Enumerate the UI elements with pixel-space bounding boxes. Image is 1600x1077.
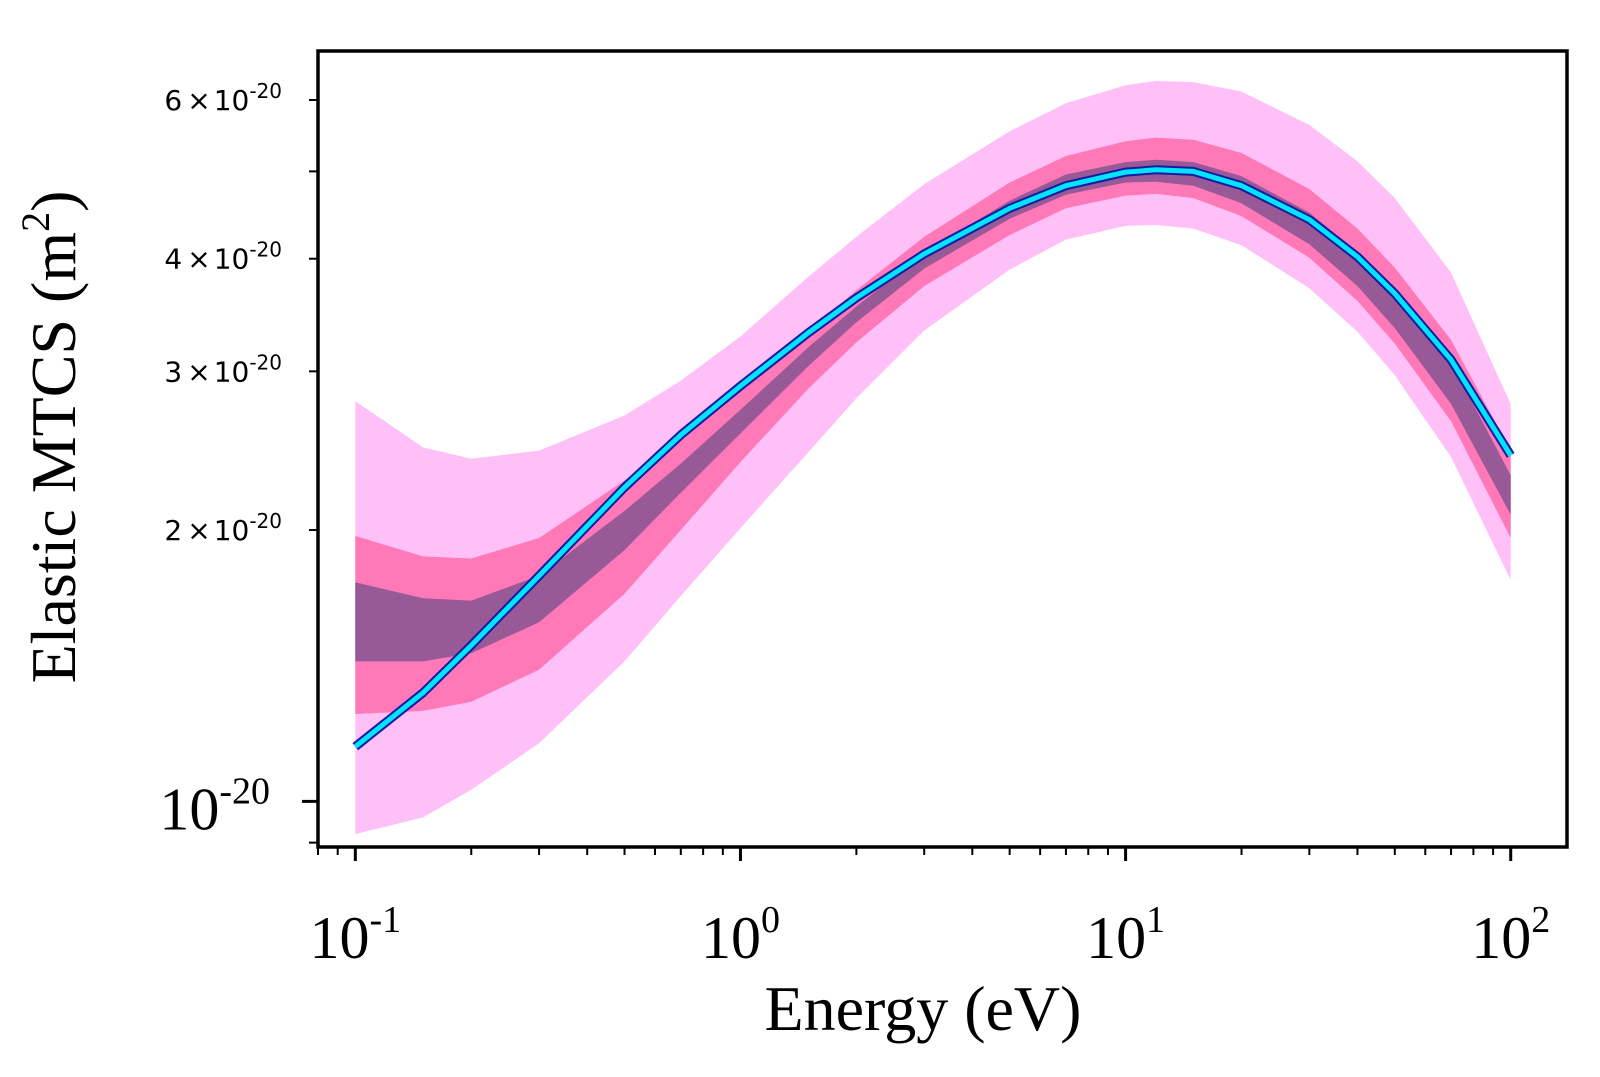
uncertainty-bands <box>355 80 1511 834</box>
y-minor-tick-label: 2 × 10-20 <box>164 509 282 547</box>
y-minor-tick-label: 6 × 10-20 <box>164 79 282 117</box>
y-tick-label-exp: -20 <box>219 770 270 812</box>
y-tick-label-exp: -20 <box>249 238 282 262</box>
y-tick-label-base: 10 <box>159 776 219 842</box>
y-tick-label-mantissa: 3 <box>164 355 182 388</box>
y-minor-tick-label: 3 × 10-20 <box>164 350 282 388</box>
y-axis-label-sup: 2 <box>13 212 58 232</box>
y-axis-label-close: ) <box>18 191 89 212</box>
y-tick-label-base: 10 <box>214 514 250 547</box>
x-tick-label-exp: 0 <box>761 899 780 941</box>
mean-curve <box>353 167 1513 749</box>
y-tick-label-exp: -20 <box>249 350 282 374</box>
y-tick-label-base: 10 <box>214 243 250 276</box>
y-tick-label-times: × <box>187 355 210 388</box>
x-tick-label: 101 <box>1086 899 1165 971</box>
x-tick-label-exp: 1 <box>1146 899 1165 941</box>
y-axis-label: Elastic MTCS (m2) <box>13 191 89 684</box>
y-tick-label-times: × <box>187 243 210 276</box>
mean-curve-group <box>352 165 1515 751</box>
x-tick-label: 10-1 <box>309 899 401 971</box>
band-1 <box>355 80 1511 834</box>
y-tick-label-mantissa: 6 <box>164 84 182 117</box>
x-tick-label-base: 10 <box>701 905 761 971</box>
x-tick-label-base: 10 <box>1471 905 1531 971</box>
x-axis-label: Energy (eV) <box>765 973 1082 1044</box>
y-axis-ticks: 10-202 × 10-203 × 10-204 × 10-206 × 10-20 <box>159 79 318 844</box>
y-tick-label-base: 10 <box>214 84 250 117</box>
x-tick-label-exp: 2 <box>1531 899 1550 941</box>
x-axis-ticks: 10-1 100 101 102 <box>309 847 1550 971</box>
y-tick-label-times: × <box>187 84 210 117</box>
band-3 <box>355 159 1511 662</box>
y-major-tick-label: 10-20 <box>159 770 270 842</box>
y-tick-label-mantissa: 2 <box>164 514 182 547</box>
x-tick-label: 100 <box>701 899 780 971</box>
plot-frame <box>316 49 1569 849</box>
x-tick-label-base: 10 <box>309 905 369 971</box>
band-2 <box>355 137 1511 715</box>
y-tick-label-exp: -20 <box>249 79 282 103</box>
x-tick-label-exp: -1 <box>369 899 401 941</box>
x-tick-label-base: 10 <box>1086 905 1146 971</box>
y-tick-label-exp: -20 <box>249 509 282 533</box>
y-tick-label-mantissa: 4 <box>164 243 182 276</box>
y-tick-label-base: 10 <box>214 355 250 388</box>
y-minor-tick-label: 4 × 10-20 <box>164 238 282 276</box>
x-tick-label: 102 <box>1471 899 1550 971</box>
y-axis-label-text: Elastic MTCS (m <box>18 232 89 684</box>
y-tick-label-times: × <box>187 514 210 547</box>
